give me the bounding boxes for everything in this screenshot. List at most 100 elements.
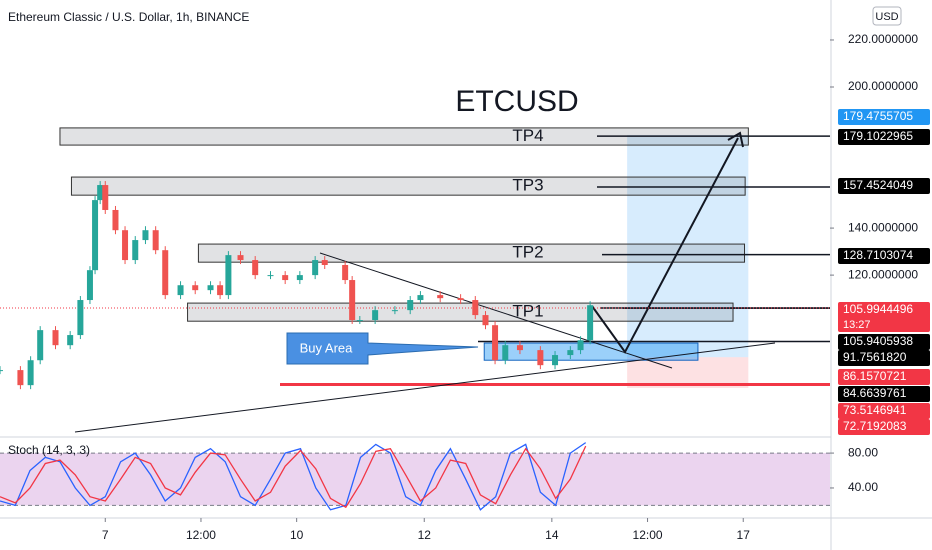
candle — [77, 300, 84, 336]
candle — [27, 360, 34, 386]
tp-label: TP4 — [512, 126, 543, 145]
candle — [217, 285, 224, 296]
candle — [577, 340, 584, 351]
tp-label: TP3 — [512, 176, 543, 195]
currency-button[interactable] — [872, 6, 902, 26]
price-label: 86.1570721 — [843, 369, 907, 383]
candle — [162, 250, 169, 296]
candle — [312, 260, 319, 276]
chart-title: ETCUSD — [455, 85, 578, 118]
stoch-line — [0, 442, 587, 511]
candle — [142, 230, 149, 241]
currency[interactable]: USD — [875, 11, 898, 23]
price-label-box — [838, 334, 930, 350]
price-label: 72.7192083 — [843, 419, 907, 433]
header: Ethereum Classic / U.S. Dollar, 1h, BINA… — [8, 10, 249, 24]
candle — [567, 350, 574, 356]
candle — [472, 300, 479, 316]
tp-label: TP1 — [512, 302, 543, 321]
candle — [457, 298, 464, 301]
candle — [437, 295, 444, 299]
callout — [286, 332, 479, 365]
candle — [37, 330, 44, 361]
buy-zone — [483, 342, 699, 361]
candle — [237, 255, 244, 261]
price-label: 73.5146941 — [843, 403, 907, 417]
candle — [342, 264, 349, 281]
price-label-box — [838, 248, 930, 264]
x-tick-label: 14 — [545, 528, 559, 542]
trend-line — [74, 342, 776, 433]
price-label-box — [838, 369, 930, 385]
candle — [492, 325, 499, 361]
candle — [321, 260, 328, 265]
y-tick-label: 200.0000000 — [848, 79, 918, 93]
arrow-head — [727, 131, 744, 148]
candle — [112, 209, 119, 231]
y-tick-label: 120.0000000 — [848, 267, 918, 281]
candle — [102, 185, 109, 210]
candle — [356, 320, 363, 322]
candle — [67, 335, 74, 346]
x-tick-label: 12:00 — [186, 528, 216, 542]
price-label: 105.9405938 — [843, 334, 913, 348]
price-label-box — [838, 129, 930, 145]
candle — [407, 300, 414, 311]
candle — [267, 275, 274, 277]
y-tick-label: 140.0000000 — [848, 220, 918, 234]
price-label: 105.9944496 — [843, 302, 913, 316]
candle — [282, 275, 289, 281]
price-label-box — [838, 302, 930, 332]
candle — [225, 255, 232, 296]
candle — [122, 230, 129, 261]
candle — [391, 310, 398, 312]
stop-area — [627, 357, 749, 388]
candle — [152, 230, 159, 251]
x-tick-label: 7 — [102, 528, 109, 542]
price-label: 91.7561820 — [843, 350, 907, 364]
candle — [52, 330, 59, 346]
x-tick-label: 17 — [737, 528, 751, 542]
candle — [97, 185, 104, 201]
price-label: 157.4524049 — [843, 178, 913, 192]
candle — [177, 285, 184, 296]
price-label-box — [838, 386, 930, 402]
candle — [207, 285, 214, 291]
candle — [587, 305, 594, 341]
tp-zone — [187, 302, 734, 322]
x-tick-label: 12 — [418, 528, 432, 542]
tp-label: TP2 — [512, 243, 543, 262]
stoch-tick-label: 40.00 — [848, 480, 878, 494]
candle — [552, 355, 559, 366]
countdown: 13:27 — [843, 319, 871, 331]
y-tick-label: 220.0000000 — [848, 32, 918, 46]
price-label: 128.7103074 — [843, 248, 913, 262]
candle — [349, 280, 356, 321]
callout-label: Buy Area — [300, 340, 354, 355]
price-label-box — [838, 109, 930, 125]
candle — [537, 350, 544, 366]
stoch-tick-label: 80.00 — [848, 445, 878, 459]
candle — [296, 275, 303, 281]
price-label-box — [838, 350, 930, 366]
tp-zone — [197, 243, 746, 263]
price-label: 179.4755705 — [843, 109, 913, 123]
candle — [516, 345, 523, 351]
price-label-box — [838, 403, 930, 419]
price-label-box — [838, 178, 930, 194]
candle — [417, 295, 424, 301]
candle — [482, 315, 489, 326]
x-tick-label: 12:00 — [633, 528, 663, 542]
price-label-box — [838, 419, 930, 435]
price-label: 84.6639761 — [843, 386, 907, 400]
price-label: 179.1022965 — [843, 129, 913, 143]
candle — [86, 270, 93, 301]
stoch-title: Stoch (14, 3, 3) — [8, 443, 90, 457]
stoch-band — [0, 453, 830, 506]
target-area — [627, 134, 749, 358]
candle — [0, 370, 3, 372]
stoch-line — [0, 445, 587, 509]
candle — [502, 345, 509, 361]
